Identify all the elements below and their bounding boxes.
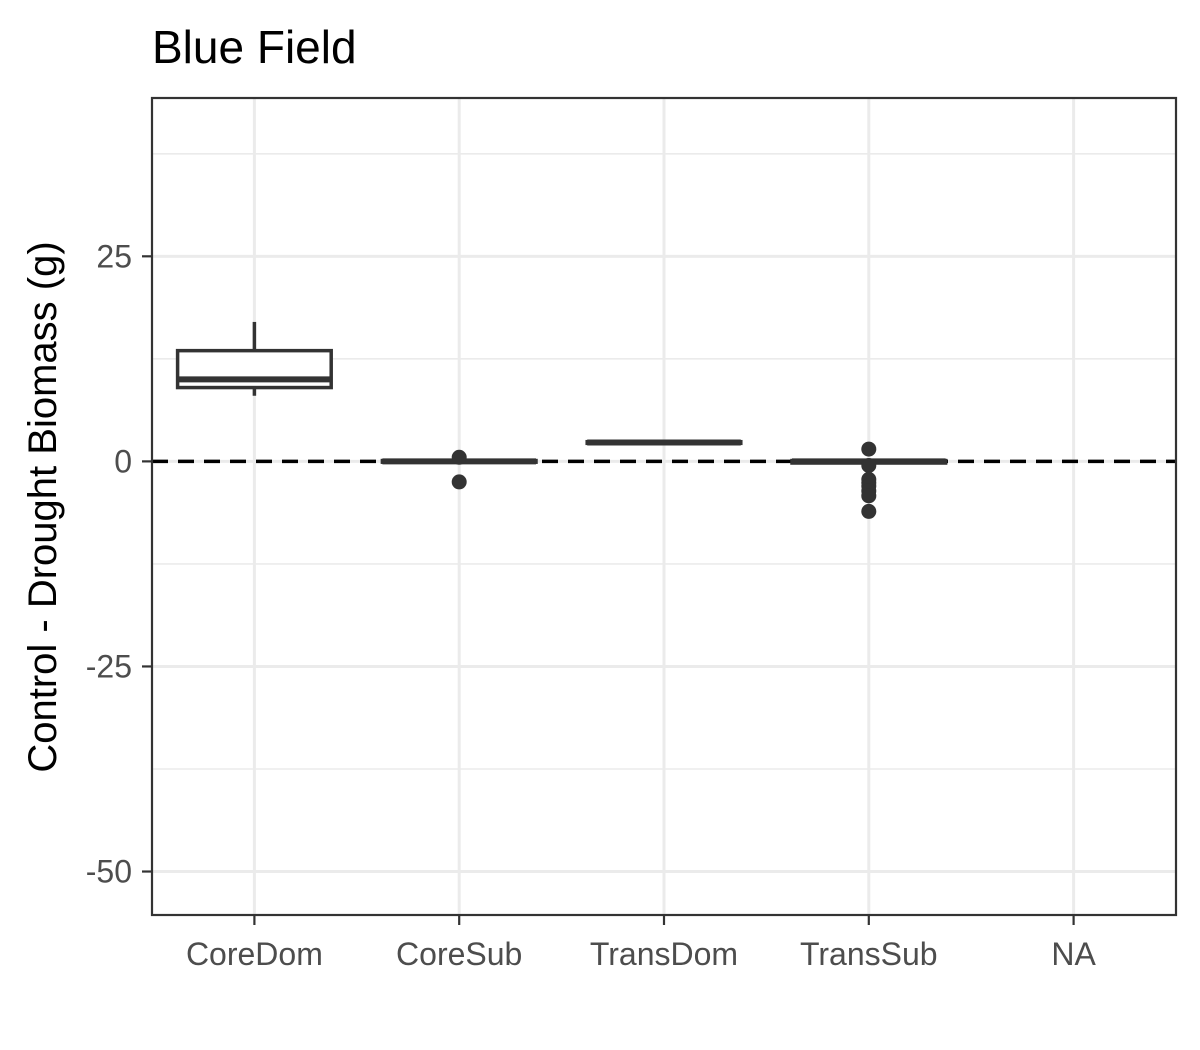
x-tick-label: TransDom xyxy=(590,936,738,972)
outlier-point xyxy=(861,441,877,457)
boxplot-layer xyxy=(175,321,948,519)
box-coredom xyxy=(175,321,333,396)
outlier-point xyxy=(861,503,877,519)
y-tick-label: 25 xyxy=(96,238,132,274)
outlier-point xyxy=(861,457,877,473)
box-transsub xyxy=(790,441,948,519)
y-tick-label: -50 xyxy=(86,854,132,890)
outlier-point xyxy=(451,474,467,490)
y-tick-label: 0 xyxy=(114,443,132,479)
y-tick-label: -25 xyxy=(86,648,132,684)
chart-title: Blue Field xyxy=(152,21,357,73)
x-tick-label: CoreDom xyxy=(186,936,323,972)
x-axis: CoreDom CoreSub TransDom TransSub NA xyxy=(186,915,1096,972)
grid-major xyxy=(152,98,1176,915)
x-tick-label: NA xyxy=(1051,936,1096,972)
box-coresub xyxy=(380,449,538,490)
y-axis: -50 -25 0 25 xyxy=(86,238,152,890)
y-axis-label: Control - Drought Biomass (g) xyxy=(21,241,65,772)
x-tick-label: TransSub xyxy=(800,936,938,972)
box-transdom xyxy=(585,439,743,446)
x-tick-label: CoreSub xyxy=(396,936,522,972)
outlier-point xyxy=(861,488,877,504)
outlier-point xyxy=(451,449,467,465)
